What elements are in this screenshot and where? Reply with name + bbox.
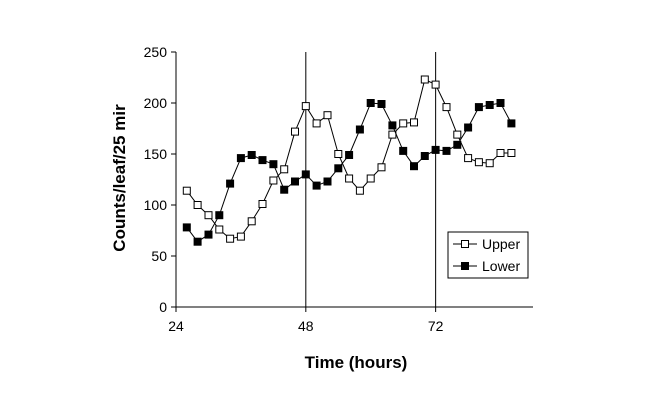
data-point xyxy=(366,99,375,107)
data-point xyxy=(377,100,386,108)
data-point xyxy=(301,170,310,179)
series-line xyxy=(186,102,512,243)
data-point xyxy=(334,150,343,158)
data-point xyxy=(269,160,278,169)
data-point xyxy=(226,234,235,243)
data-point xyxy=(345,151,354,159)
data-point xyxy=(464,123,473,132)
data-point xyxy=(420,152,429,160)
axes: 0 50 100 150 200 250 24 48 72 xyxy=(144,44,533,334)
legend: Upper Lower xyxy=(447,231,529,279)
data-point xyxy=(193,237,202,246)
y-tick-label: 50 xyxy=(151,248,167,264)
series-lower xyxy=(182,99,516,246)
data-point xyxy=(377,163,386,172)
data-point xyxy=(345,174,354,183)
data-point xyxy=(485,101,494,109)
data-point xyxy=(355,186,364,195)
data-point xyxy=(366,174,375,183)
data-point xyxy=(258,156,267,165)
data-point xyxy=(474,158,483,167)
data-point xyxy=(204,230,213,239)
data-point xyxy=(247,151,256,159)
data-point xyxy=(269,176,278,185)
legend-box xyxy=(447,231,529,279)
data-point xyxy=(485,159,494,168)
data-point xyxy=(431,145,440,154)
data-point xyxy=(182,186,191,195)
data-point xyxy=(431,80,440,89)
data-point xyxy=(215,211,224,220)
data-point xyxy=(442,146,451,155)
data-point xyxy=(226,179,235,188)
data-point xyxy=(291,127,299,136)
data-point xyxy=(388,121,397,130)
data-point xyxy=(410,162,418,171)
data-point xyxy=(442,103,451,112)
x-tick-label: 24 xyxy=(168,318,184,334)
y-tick-label: 0 xyxy=(159,299,167,315)
y-tick-label: 150 xyxy=(144,146,168,162)
x-tick-label: 48 xyxy=(298,318,314,334)
y-tick-label: 200 xyxy=(144,95,168,111)
data-point xyxy=(507,119,516,128)
data-point xyxy=(204,211,213,220)
data-point xyxy=(236,232,245,241)
data-point xyxy=(496,99,505,107)
legend-marker xyxy=(461,262,469,270)
series-upper xyxy=(182,75,516,243)
data-point xyxy=(312,181,321,190)
y-axis-title: Counts/leaf/25 mir xyxy=(110,104,129,252)
legend-label: Lower xyxy=(482,258,520,274)
data-point xyxy=(474,103,483,112)
data-point xyxy=(291,177,299,186)
data-point xyxy=(301,102,310,111)
x-axis-title: Time (hours) xyxy=(305,353,408,372)
series-line xyxy=(186,78,512,240)
data-point xyxy=(399,119,408,128)
data-point xyxy=(247,217,256,226)
data-point xyxy=(193,201,202,209)
data-point xyxy=(410,118,418,127)
x-tick-label: 72 xyxy=(428,318,444,334)
data-point xyxy=(334,164,343,173)
data-point xyxy=(323,177,332,186)
data-point xyxy=(453,130,462,139)
y-tick-label: 100 xyxy=(144,197,168,213)
y-tick-label: 250 xyxy=(144,44,168,60)
data-point xyxy=(312,119,321,128)
data-point xyxy=(355,125,364,134)
data-point xyxy=(215,225,224,234)
data-point xyxy=(464,154,473,163)
data-point xyxy=(280,165,289,174)
reference-lines xyxy=(305,52,437,307)
data-point xyxy=(399,146,408,155)
legend-marker xyxy=(461,240,469,248)
data-point xyxy=(258,200,267,208)
data-point xyxy=(323,111,332,120)
data-point xyxy=(236,154,245,163)
data-point xyxy=(182,223,191,232)
data-point xyxy=(453,140,462,149)
data-point xyxy=(280,185,289,194)
legend-label: Upper xyxy=(482,236,520,252)
data-point xyxy=(420,75,429,84)
data-series xyxy=(182,75,516,246)
data-point xyxy=(496,149,505,157)
data-point xyxy=(507,149,516,157)
